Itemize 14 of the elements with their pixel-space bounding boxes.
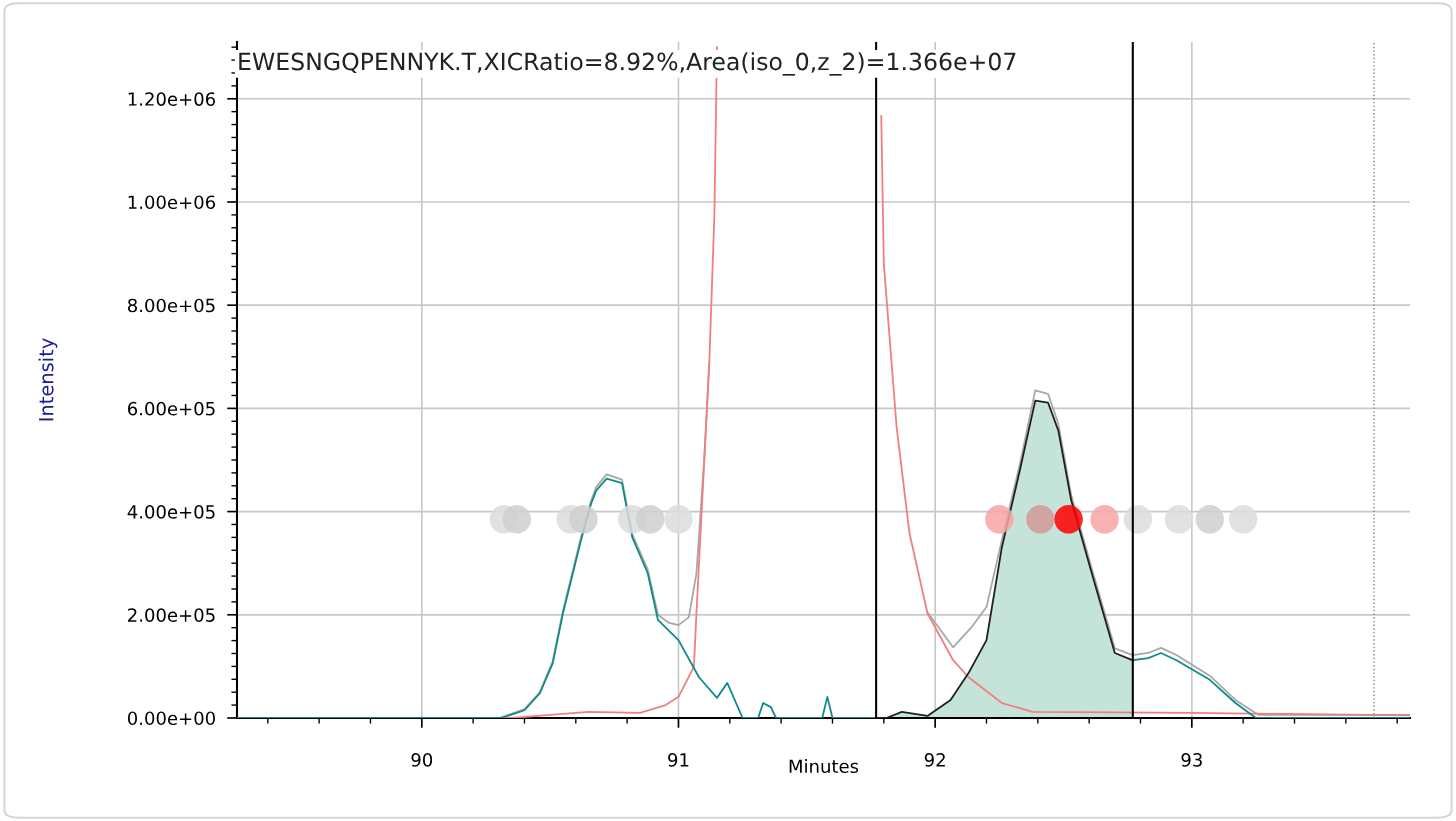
x-tick-label: 90 bbox=[411, 753, 433, 767]
y-axis-title: Intensity bbox=[38, 338, 58, 421]
y-tick-label: 2.00e+05 bbox=[128, 608, 215, 622]
x-tick-label: 93 bbox=[1181, 753, 1202, 767]
y-tick-label: 8.00e+05 bbox=[127, 298, 215, 313]
x-tick-label: 92 bbox=[924, 753, 945, 767]
y-tick-label: 1.00e+06 bbox=[128, 195, 216, 210]
x-axis-title: Minutes bbox=[789, 759, 859, 774]
y-tick-label: 6.00e+05 bbox=[128, 401, 215, 416]
y-tick-label: 1.20e+06 bbox=[128, 92, 216, 106]
chart-title: EWESNGQPENNYK.T,XICRatio=8.92%,Area(iso_0,z_2)=1.366e+07 bbox=[239, 52, 1016, 76]
y-tick-label: 4.00e+05 bbox=[127, 505, 215, 519]
y-tick-label: 0.00e+00 bbox=[127, 711, 215, 726]
x-tick-label: 91 bbox=[668, 753, 689, 767]
